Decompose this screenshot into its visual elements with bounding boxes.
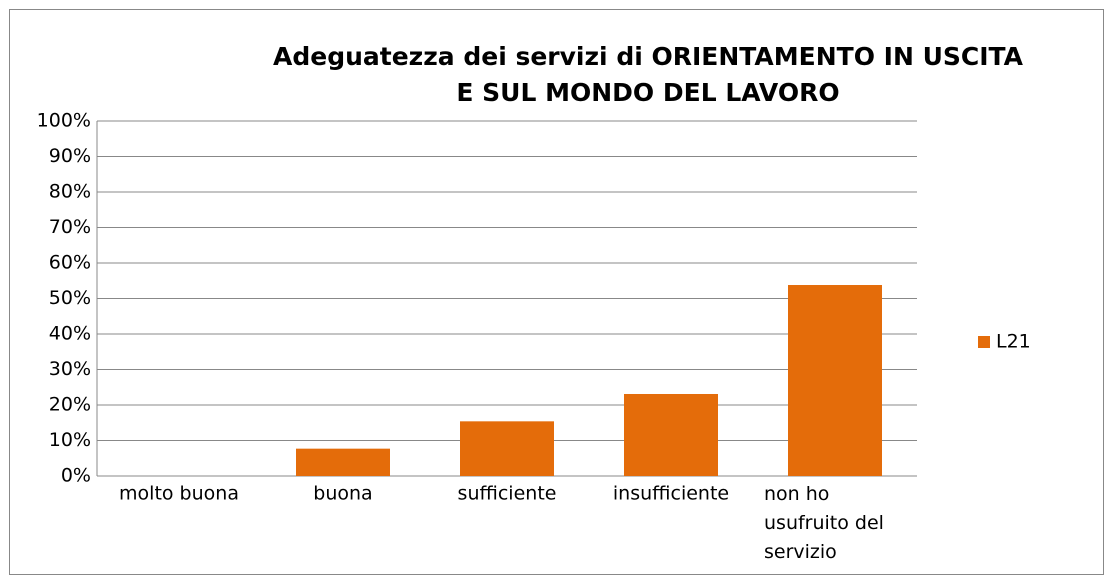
bar: [460, 421, 554, 476]
x-tick-label: buona: [313, 483, 372, 505]
x-tick-label: insufficiente: [613, 483, 729, 505]
legend-swatch: [978, 336, 990, 348]
x-tick-label: molto buona: [119, 483, 239, 505]
y-tick-label: 0%: [61, 465, 91, 487]
chart-title: Adeguatezza dei servizi di ORIENTAMENTO …: [273, 42, 1024, 71]
y-tick-label: 100%: [37, 110, 91, 132]
y-tick-label: 90%: [49, 145, 91, 167]
legend-label: L21: [996, 331, 1031, 353]
bar: [788, 285, 882, 476]
y-tick-label: 10%: [49, 429, 91, 451]
bar: [296, 448, 390, 476]
y-tick-label: 60%: [49, 252, 91, 274]
chart-frame: [9, 9, 1104, 575]
y-tick-label: 50%: [49, 287, 91, 309]
y-tick-label: 30%: [49, 358, 91, 380]
bar: [624, 393, 718, 476]
chart-title: E SUL MONDO DEL LAVORO: [456, 78, 839, 107]
y-tick-label: 20%: [49, 394, 91, 416]
y-tick-label: 40%: [49, 323, 91, 345]
x-tick-label: sufficiente: [458, 483, 557, 505]
x-tick-label: non ho usufruito del servizio: [764, 483, 884, 563]
y-tick-label: 70%: [49, 216, 91, 238]
y-tick-label: 80%: [49, 181, 91, 203]
